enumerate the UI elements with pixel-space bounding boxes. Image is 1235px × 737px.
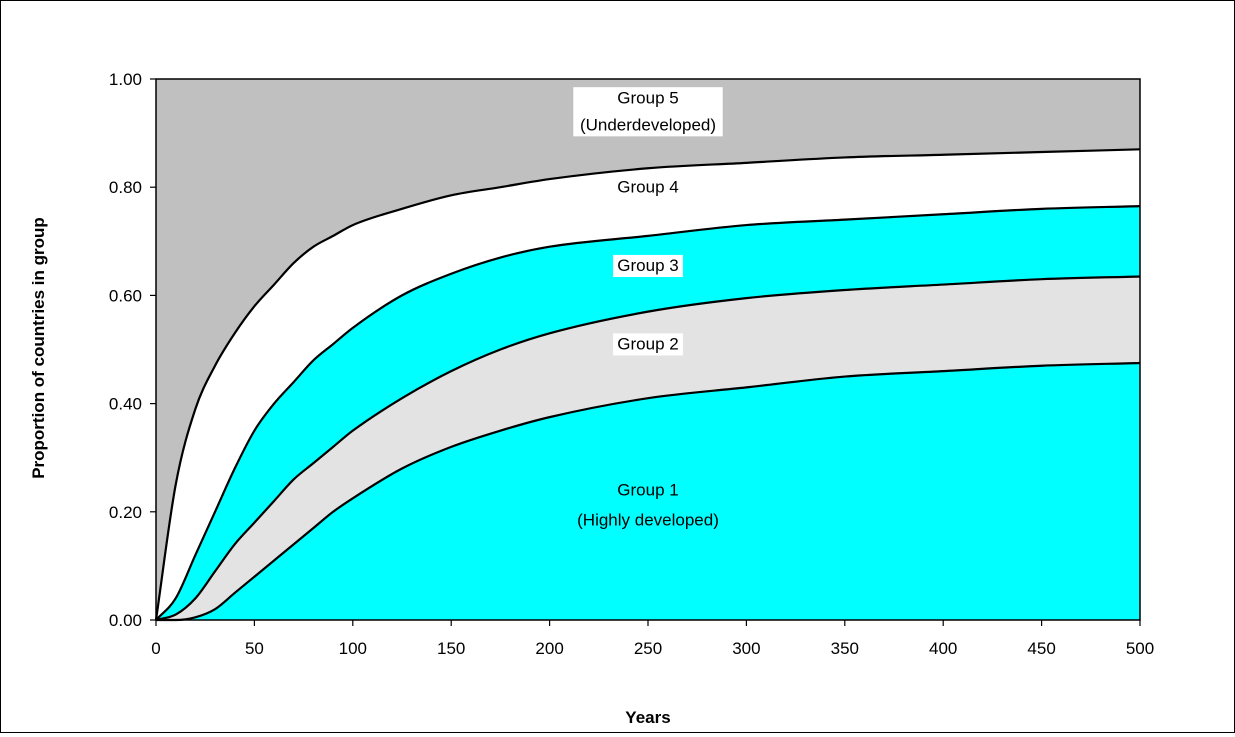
label-group-3-line-1: Group 3 <box>617 256 678 275</box>
label-group-4: Group 4 <box>617 178 678 197</box>
label-background-group-5 <box>573 87 723 137</box>
x-tick-label: 400 <box>929 639 957 658</box>
x-tick-label: 500 <box>1126 639 1154 658</box>
y-tick-label: 0.40 <box>109 395 142 414</box>
boundary-line-3 <box>155 205 1141 621</box>
label-group-5-line-1: Group 5 <box>617 88 678 107</box>
label-group-1-line-2: (Highly developed) <box>577 510 719 529</box>
label-group-5: Group 5 (Underdeveloped) <box>573 87 723 137</box>
area-group-1 <box>156 363 1140 620</box>
x-tick-label: 250 <box>634 639 662 658</box>
y-tick-label: 0.80 <box>109 178 142 197</box>
group-labels: Group 1 (Highly developed) Group 2 Group 3 G… <box>573 87 723 530</box>
label-group-5-line-2: (Underdeveloped) <box>580 115 716 134</box>
label-background-group-2 <box>613 333 683 356</box>
x-tick-label: 300 <box>732 639 760 658</box>
label-group-2-line-1: Group 2 <box>617 335 678 354</box>
y-tick-label: 0.20 <box>109 503 142 522</box>
x-tick-label: 200 <box>535 639 563 658</box>
x-tick-label: 150 <box>437 639 465 658</box>
x-tick-label: 100 <box>339 639 367 658</box>
label-group-1-line-1: Group 1 <box>617 481 678 500</box>
label-background-group-3 <box>613 254 683 278</box>
boundary-line-4 <box>154 148 1141 621</box>
boundary-line-2 <box>155 275 1141 622</box>
boundary-lines <box>154 148 1141 622</box>
label-group-4-line-1: Group 4 <box>617 178 678 197</box>
axes: 0 50 100 150 200 250 300 350 400 450 500 0.00 0.20 0.… <box>109 70 1154 658</box>
label-group-3: Group 3 <box>613 254 683 278</box>
x-tick-label: 450 <box>1027 639 1055 658</box>
y-tick-label: 1.00 <box>109 70 142 89</box>
y-tick-label: 0.00 <box>109 611 142 630</box>
x-tick-label: 350 <box>831 639 859 658</box>
y-tick-label: 0.60 <box>109 286 142 305</box>
x-tick-label: 50 <box>245 639 264 658</box>
label-group-2: Group 2 <box>613 333 683 356</box>
boundary-line-1 <box>156 361 1141 622</box>
x-axis-title: Years <box>625 708 670 727</box>
x-tick-label: 0 <box>151 639 160 658</box>
y-axis-title: Proportion of countries in group <box>29 217 48 479</box>
label-group-1: Group 1 (Highly developed) <box>577 481 719 530</box>
